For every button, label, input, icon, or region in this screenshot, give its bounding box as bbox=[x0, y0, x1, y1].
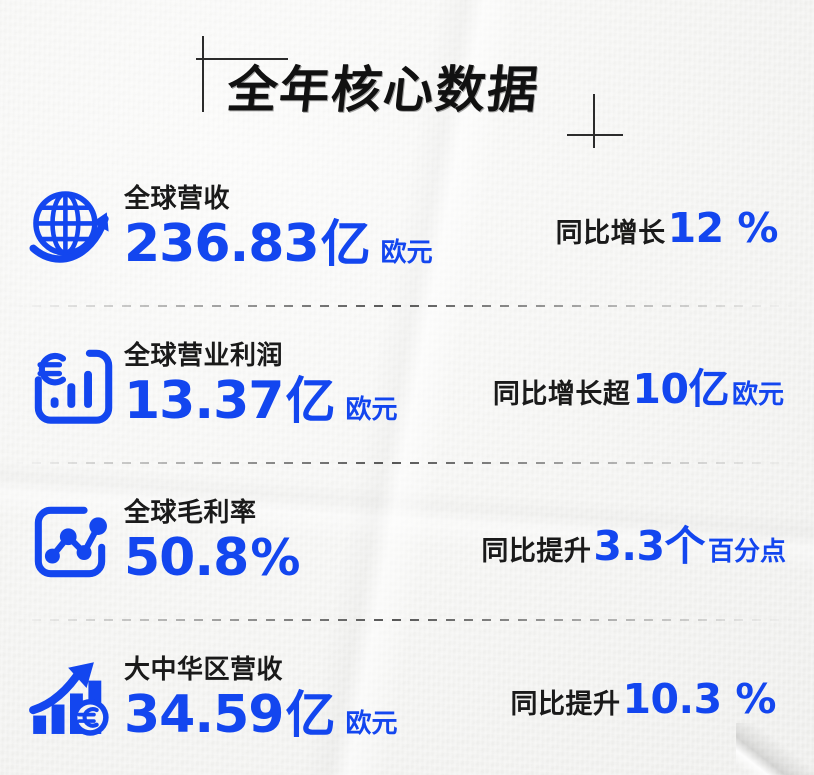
delta-prefix: 同比增长超 bbox=[492, 378, 631, 410]
metric-delta: 同比增长超 10亿 欧元 bbox=[424, 355, 792, 415]
corner-mark-horizontal-line bbox=[567, 134, 623, 136]
metric-row: 全球毛利率 50.8 % 同比提升 3.3个 百分点 bbox=[0, 464, 814, 619]
metric-value-line: 34.59 亿 欧元 bbox=[124, 689, 424, 741]
row-divider bbox=[14, 619, 800, 621]
metric-value-line: 13.37 亿 欧元 bbox=[124, 375, 424, 427]
delta-prefix: 同比提升 bbox=[510, 688, 621, 720]
corner-mark-vertical-line bbox=[202, 36, 204, 112]
euro-bar-chart-icon bbox=[16, 341, 124, 429]
metric-unit-big: % bbox=[250, 528, 301, 587]
metric-unit-sub: 欧元 bbox=[380, 237, 433, 268]
metric-row: 全球营业利润 13.37 亿 欧元 同比增长超 10亿 欧元 bbox=[0, 307, 814, 462]
metric-unit-sub: 欧元 bbox=[345, 708, 398, 739]
metric-value: 34.59 bbox=[124, 684, 284, 745]
metrics-list: 全球营收 236.83 亿 欧元 同比增长 12 % bbox=[0, 150, 814, 775]
metric-value-line: 50.8 % bbox=[124, 532, 424, 584]
row-divider bbox=[14, 462, 800, 464]
delta-suffix: 百分点 bbox=[707, 536, 786, 567]
delta-prefix: 同比增长 bbox=[555, 217, 666, 249]
metric-label: 全球营业利润 bbox=[124, 341, 284, 372]
metric-primary: 全球毛利率 50.8 % bbox=[124, 499, 424, 584]
growth-euro-coin-icon bbox=[16, 653, 124, 745]
corner-mark-horizontal-line bbox=[196, 58, 288, 60]
line-chart-icon bbox=[16, 498, 124, 586]
metric-value: 50.8 bbox=[124, 527, 249, 588]
metric-value: 236.83 bbox=[124, 213, 320, 274]
metric-primary: 全球营收 236.83 亿 欧元 bbox=[124, 185, 433, 270]
delta-prefix: 同比提升 bbox=[481, 535, 592, 567]
page-title: 全年核心数据 bbox=[224, 61, 543, 119]
metric-unit-big: 亿 bbox=[285, 685, 336, 744]
metric-label: 全球营收 bbox=[124, 184, 231, 215]
metric-value: 13.37 bbox=[124, 370, 284, 431]
metric-delta: 同比提升 3.3个 百分点 bbox=[424, 512, 792, 572]
row-divider bbox=[14, 305, 800, 307]
metric-delta: 同比增长 12 % bbox=[433, 204, 792, 252]
metric-row: 大中华区营收 34.59 亿 欧元 同比提升 10.3 % bbox=[0, 621, 814, 775]
title-corner-mark-left bbox=[196, 36, 288, 112]
delta-value: 12 % bbox=[667, 203, 779, 252]
metric-unit-sub: 欧元 bbox=[345, 394, 398, 425]
corner-mark-vertical-line bbox=[593, 94, 595, 148]
title-corner-mark-right bbox=[567, 94, 623, 148]
metric-primary: 大中华区营收 34.59 亿 欧元 bbox=[124, 656, 424, 741]
metric-unit-big: 亿 bbox=[285, 371, 336, 430]
metric-row: 全球营收 236.83 亿 欧元 同比增长 12 % bbox=[0, 150, 814, 305]
metric-unit-big: 亿 bbox=[320, 214, 371, 273]
globe-arrow-icon bbox=[16, 182, 124, 274]
metric-value-line: 236.83 亿 欧元 bbox=[124, 218, 433, 270]
metric-label: 大中华区营收 bbox=[124, 655, 284, 686]
title-block: 全年核心数据 bbox=[0, 0, 814, 150]
delta-value: 3.3个 bbox=[593, 521, 705, 570]
delta-value: 10.3 % bbox=[622, 674, 776, 723]
delta-suffix: 欧元 bbox=[731, 379, 784, 410]
delta-value: 10亿 bbox=[632, 364, 729, 413]
metric-primary: 全球营业利润 13.37 亿 欧元 bbox=[124, 342, 424, 427]
metric-label: 全球毛利率 bbox=[124, 498, 257, 529]
metric-delta: 同比提升 10.3 % bbox=[424, 675, 792, 723]
